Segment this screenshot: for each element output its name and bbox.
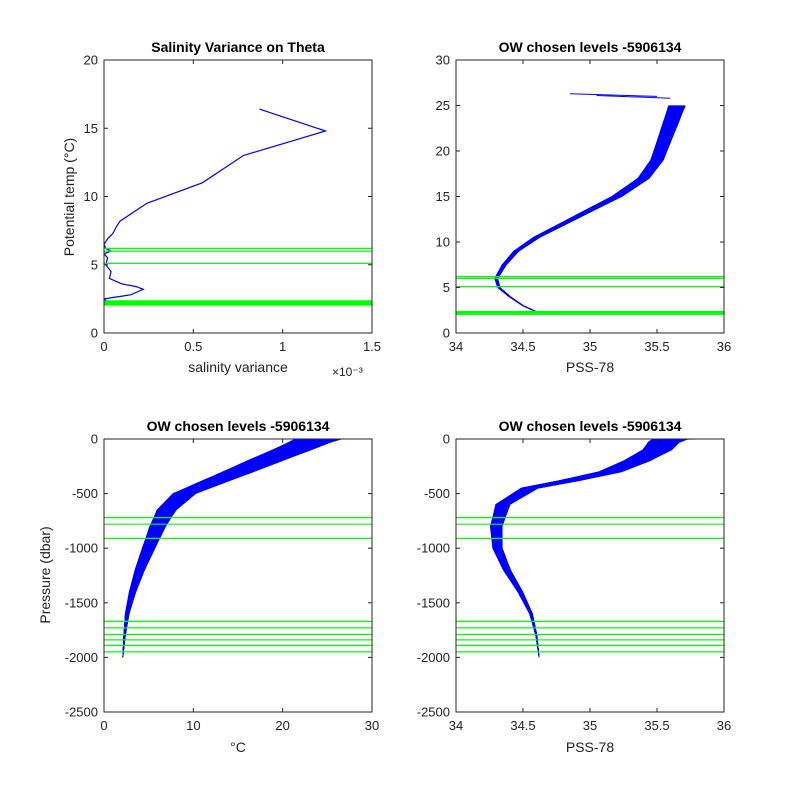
panel-3-axes-box <box>103 438 373 713</box>
panel-4-plot: 34 34.5 35 35.5 36 0 -500 -1000 -1500 -2000 -2500 <box>417 432 731 734</box>
x-tick-label: 0.5 <box>184 339 202 354</box>
x-tick-label: 35 <box>583 339 597 354</box>
x-tick-label: 34 <box>449 339 463 354</box>
panel-3-data <box>104 439 372 658</box>
y-tick-label: -1500 <box>65 595 98 610</box>
panel-1-ylabel: Potential temp (°C) <box>61 138 77 256</box>
y-tick-label: 30 <box>436 53 450 68</box>
profile-line <box>501 439 687 658</box>
x-tick-label: 10 <box>186 718 200 733</box>
panel-1-x-multiplier: ×10⁻³ <box>332 365 363 379</box>
y-tick-label: 0 <box>443 326 450 341</box>
panel-2-title: OW chosen levels -5906134 <box>499 39 682 55</box>
y-tick-label: 0 <box>443 432 450 447</box>
x-tick-label: 0 <box>100 718 107 733</box>
panel-1-plot: 0 0.5 1 1.5 0 5 10 15 20 <box>84 53 382 355</box>
y-tick-label: 0 <box>91 432 98 447</box>
profile-outlier-line <box>596 95 671 99</box>
y-tick-label: 20 <box>436 144 450 159</box>
y-tick-label: 0 <box>91 326 98 341</box>
panel-theta-salinity: OW chosen levels -5906134 34 34.5 35 35.5 36… <box>436 39 732 375</box>
x-tick-label: 35 <box>583 718 597 733</box>
panel-1-data <box>104 108 372 306</box>
profile-outlier-line <box>569 93 658 97</box>
y-tick-label: 10 <box>84 189 98 204</box>
y-tick-label: 25 <box>436 98 450 113</box>
y-tick-label: 20 <box>84 53 98 68</box>
x-tick-label: 34.5 <box>510 718 535 733</box>
x-tick-label: 30 <box>365 718 379 733</box>
panel-1-xlabel: salinity variance <box>188 359 288 375</box>
x-tick-label: 1.5 <box>363 339 381 354</box>
x-tick-label: 0 <box>100 339 107 354</box>
panel-2-plot: 34 34.5 35 35.5 36 0 5 10 15 20 25 30 <box>436 53 732 355</box>
y-tick-label: 5 <box>91 257 98 272</box>
x-tick-label: 35.5 <box>644 718 669 733</box>
profile-line <box>122 439 340 658</box>
x-tick-label: 1 <box>279 339 286 354</box>
panel-4-xlabel: PSS-78 <box>566 739 614 755</box>
panel-2-xlabel: PSS-78 <box>566 359 614 375</box>
x-tick-label: 36 <box>717 339 731 354</box>
y-tick-label: -1000 <box>417 541 450 556</box>
x-tick-label: 34.5 <box>510 339 535 354</box>
panel-salinity-variance: Salinity Variance on Theta 0 0.5 1 1.5 0 5 10 1… <box>61 39 381 379</box>
y-tick-label: -2000 <box>65 650 98 665</box>
y-tick-label: 5 <box>443 280 450 295</box>
panel-1-title: Salinity Variance on Theta <box>151 39 325 55</box>
y-tick-label: -1500 <box>417 595 450 610</box>
panel-3-plot: 0 10 20 30 0 -500 -1000 -1500 -2000 -2500 <box>65 432 379 734</box>
y-tick-label: 15 <box>84 121 98 136</box>
y-tick-label: -500 <box>424 486 450 501</box>
panel-pressure-salinity: OW chosen levels -5906134 34 34.5 35 35.5 36… <box>417 418 731 755</box>
y-tick-label: -2500 <box>65 705 98 720</box>
y-tick-label: 15 <box>436 189 450 204</box>
panel-pressure-temperature: OW chosen levels -5906134 0 10 20 30 0 -500 -1… <box>37 418 379 755</box>
y-tick-label: -2000 <box>417 650 450 665</box>
x-tick-label: 35.5 <box>644 339 669 354</box>
y-tick-label: -500 <box>72 486 98 501</box>
y-tick-label: -1000 <box>65 541 98 556</box>
panel-3-title: OW chosen levels -5906134 <box>147 418 330 434</box>
panel-4-data <box>456 439 724 658</box>
variance-series-line <box>104 108 328 305</box>
y-tick-label: -2500 <box>417 705 450 720</box>
panel-3-ylabel: Pressure (dbar) <box>37 526 53 623</box>
panel-3-xlabel: °C <box>230 739 246 755</box>
x-tick-label: 20 <box>275 718 289 733</box>
profile-line <box>497 105 686 314</box>
panel-4-title: OW chosen levels -5906134 <box>499 418 682 434</box>
x-tick-label: 36 <box>717 718 731 733</box>
panel-2-data <box>456 93 724 315</box>
y-tick-label: 10 <box>436 235 450 250</box>
x-tick-label: 34 <box>449 718 463 733</box>
